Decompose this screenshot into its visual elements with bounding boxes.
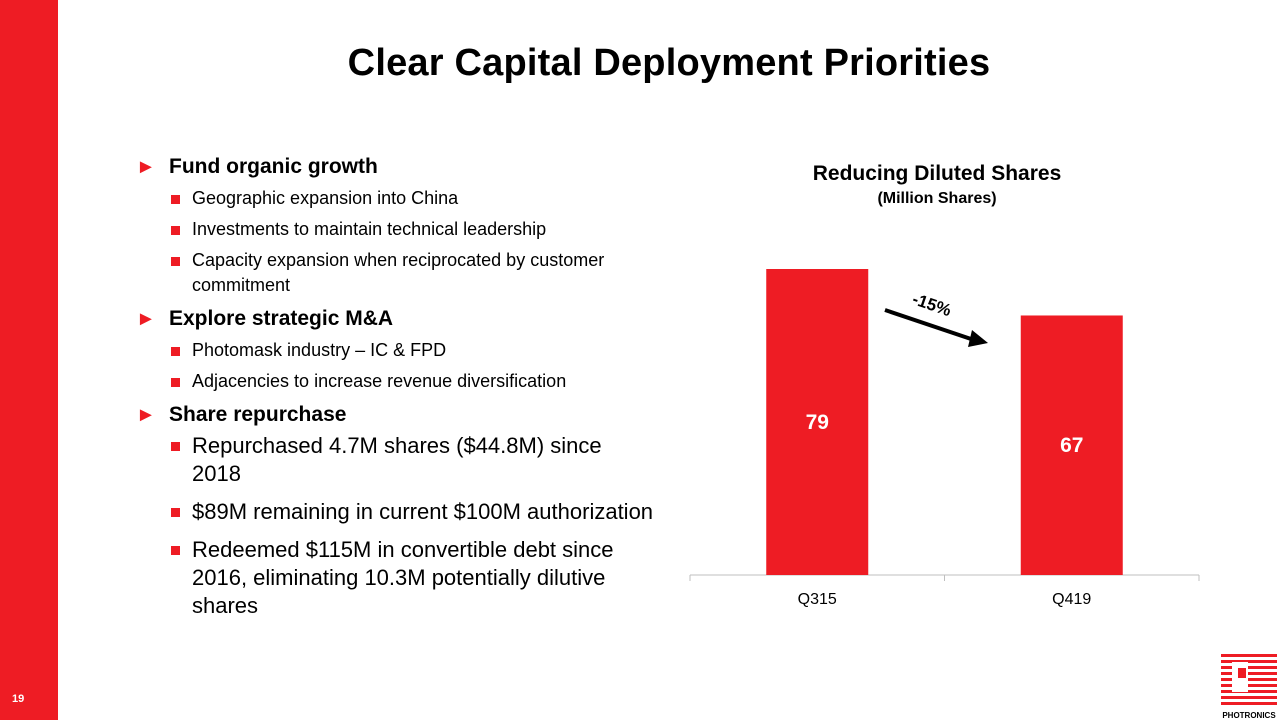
sub-bullet-item: Redeemed $115M in convertible debt since… — [136, 536, 656, 620]
square-bullet-icon — [171, 442, 180, 451]
arrow-bullet-icon: ► — [136, 404, 156, 426]
bullet-item: ► Explore strategic M&A — [136, 304, 656, 334]
diluted-shares-chart: Reducing Diluted Shares (Million Shares) 7… — [680, 150, 1220, 630]
x-tick-label: Q315 — [798, 591, 837, 608]
sub-bullet-item: Repurchased 4.7M shares ($44.8M) since 2… — [136, 432, 656, 488]
sub-bullet-item: Capacity expansion when reciprocated by … — [136, 248, 656, 298]
square-bullet-icon — [171, 226, 180, 235]
photronics-logo-icon — [1221, 654, 1277, 705]
sub-bullet-text: Photomask industry – IC & FPD — [192, 340, 447, 360]
sub-bullet-item: Photomask industry – IC & FPD — [136, 338, 656, 363]
bar-value-label: 79 — [806, 411, 829, 434]
sub-bullet-item: $89M remaining in current $100M authoriz… — [136, 498, 656, 526]
square-bullet-icon — [171, 546, 180, 555]
bullet-text: Explore strategic M&A — [169, 307, 394, 330]
x-tick-label: Q419 — [1052, 591, 1091, 608]
bullet-list: ► Fund organic growth Geographic expansion… — [136, 152, 656, 630]
change-annotation: -15% — [910, 289, 954, 320]
bullet-text: Fund organic growth — [169, 155, 378, 178]
arrow-bullet-icon: ► — [136, 156, 156, 178]
square-bullet-icon — [171, 508, 180, 517]
sub-bullet-text: Redeemed $115M in convertible debt since… — [192, 537, 614, 618]
sub-bullet-item: Adjacencies to increase revenue diversif… — [136, 369, 656, 394]
bullet-item: ► Share repurchase — [136, 400, 656, 430]
company-logo: PHOTRONICS — [1218, 654, 1280, 720]
chart-title: Reducing Diluted Shares — [813, 162, 1062, 185]
square-bullet-icon — [171, 378, 180, 387]
sub-bullet-item: Investments to maintain technical leader… — [136, 217, 656, 242]
page-number: 19 — [12, 693, 25, 705]
bar-q315 — [766, 269, 869, 575]
bullet-item: ► Fund organic growth — [136, 152, 656, 182]
arrow-bullet-icon: ► — [136, 308, 156, 330]
change-arrow-line — [884, 308, 975, 342]
sub-bullet-text: Repurchased 4.7M shares ($44.8M) since 2… — [192, 433, 602, 486]
side-accent-bar: 19 — [0, 0, 58, 720]
square-bullet-icon — [171, 347, 180, 356]
bar-value-label: 67 — [1060, 434, 1083, 457]
chart-subtitle: (Million Shares) — [877, 190, 996, 207]
bullet-text: Share repurchase — [169, 403, 347, 426]
sub-bullet-text: Capacity expansion when reciprocated by … — [192, 250, 605, 295]
sub-bullet-text: $89M remaining in current $100M authoriz… — [192, 499, 654, 524]
arrow-head-icon — [968, 330, 988, 347]
square-bullet-icon — [171, 195, 180, 204]
square-bullet-icon — [171, 257, 180, 266]
logo-text: PHOTRONICS — [1222, 711, 1276, 720]
sub-bullet-text: Geographic expansion into China — [192, 188, 459, 208]
bar-q419 — [1020, 315, 1123, 575]
sub-bullet-text: Adjacencies to increase revenue diversif… — [192, 371, 567, 391]
sub-bullet-text: Investments to maintain technical leader… — [192, 219, 547, 239]
slide-title: Clear Capital Deployment Priorities — [347, 42, 991, 84]
sub-bullet-item: Geographic expansion into China — [136, 186, 656, 211]
